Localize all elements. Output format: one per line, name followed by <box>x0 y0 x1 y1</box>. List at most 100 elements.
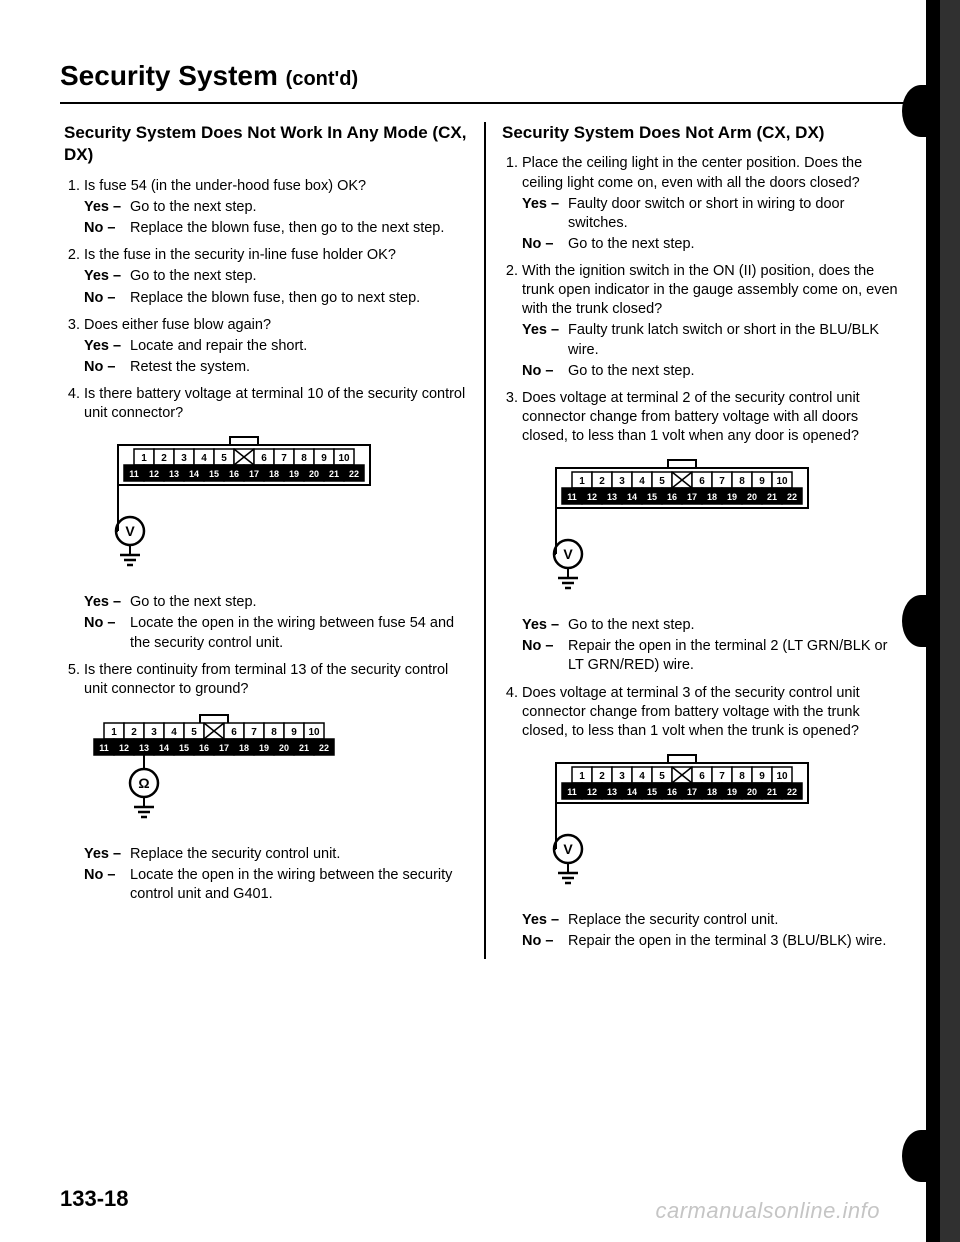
yes-label: Yes – <box>84 593 130 612</box>
svg-text:9: 9 <box>759 476 765 487</box>
step: Does voltage at terminal 3 of the securi… <box>522 684 906 952</box>
title-contd: (cont'd) <box>286 68 359 90</box>
svg-text:14: 14 <box>189 469 199 479</box>
no-label: No – <box>522 932 568 951</box>
svg-text:22: 22 <box>787 787 797 797</box>
svg-text:8: 8 <box>271 727 277 738</box>
svg-text:12: 12 <box>149 469 159 479</box>
right-column: Security System Does Not Arm (CX, DX) Pl… <box>486 122 910 959</box>
svg-text:5: 5 <box>221 453 227 464</box>
no-text: Repair the open in the terminal 2 (LT GR… <box>568 637 906 675</box>
no-text: Replace the blown fuse, then go to the n… <box>130 219 468 238</box>
svg-text:16: 16 <box>667 492 677 502</box>
step-question: Place the ceiling light in the center po… <box>522 155 862 190</box>
svg-text:4: 4 <box>201 453 207 464</box>
svg-text:V: V <box>125 523 135 539</box>
step-question: With the ignition switch in the ON (II) … <box>522 263 898 317</box>
svg-text:18: 18 <box>707 787 717 797</box>
yes-text: Replace the security control unit. <box>130 845 468 864</box>
yes-text: Locate and repair the short. <box>130 337 468 356</box>
title-main: Security System <box>60 60 278 91</box>
svg-text:5: 5 <box>191 727 197 738</box>
svg-text:12: 12 <box>587 787 597 797</box>
no-text: Repair the open in the terminal 3 (BLU/B… <box>568 932 906 951</box>
svg-text:9: 9 <box>759 771 765 782</box>
step: Does either fuse blow again? Yes –Locate… <box>84 316 468 377</box>
svg-text:9: 9 <box>291 727 297 738</box>
no-label: No – <box>522 235 568 254</box>
svg-text:5: 5 <box>659 476 665 487</box>
svg-text:6: 6 <box>261 453 267 464</box>
yes-text: Replace the security control unit. <box>568 911 906 930</box>
svg-text:1: 1 <box>141 453 147 464</box>
svg-text:17: 17 <box>249 469 259 479</box>
svg-text:18: 18 <box>707 492 717 502</box>
svg-text:17: 17 <box>219 743 229 753</box>
no-text: Replace the blown fuse, then go to next … <box>130 289 468 308</box>
yes-label: Yes – <box>84 337 130 356</box>
right-heading: Security System Does Not Arm (CX, DX) <box>502 122 906 144</box>
svg-text:20: 20 <box>747 787 757 797</box>
step: With the ignition switch in the ON (II) … <box>522 262 906 381</box>
svg-text:20: 20 <box>309 469 319 479</box>
step-question: Does voltage at terminal 3 of the securi… <box>522 685 860 739</box>
svg-text:22: 22 <box>349 469 359 479</box>
svg-text:16: 16 <box>199 743 209 753</box>
svg-text:11: 11 <box>129 469 139 479</box>
step: Place the ceiling light in the center po… <box>522 154 906 254</box>
svg-text:2: 2 <box>599 771 605 782</box>
no-label: No – <box>84 358 130 377</box>
svg-text:12: 12 <box>587 492 597 502</box>
svg-text:11: 11 <box>567 492 577 502</box>
title-rule <box>60 102 910 104</box>
svg-text:3: 3 <box>181 453 187 464</box>
binding-bulge <box>902 1130 940 1182</box>
svg-text:7: 7 <box>719 771 725 782</box>
svg-text:8: 8 <box>739 771 745 782</box>
watermark: carmanualsonline.info <box>655 1198 880 1224</box>
svg-text:3: 3 <box>151 727 157 738</box>
svg-text:1: 1 <box>111 727 117 738</box>
svg-text:17: 17 <box>687 787 697 797</box>
svg-text:13: 13 <box>139 743 149 753</box>
no-label: No – <box>84 614 130 633</box>
svg-text:17: 17 <box>687 492 697 502</box>
yes-label: Yes – <box>522 911 568 930</box>
svg-text:18: 18 <box>269 469 279 479</box>
no-text: Retest the system. <box>130 358 468 377</box>
svg-text:12: 12 <box>119 743 129 753</box>
svg-text:2: 2 <box>599 476 605 487</box>
step: Is there battery voltage at terminal 10 … <box>84 385 468 653</box>
svg-text:3: 3 <box>619 771 625 782</box>
svg-text:13: 13 <box>169 469 179 479</box>
yes-label: Yes – <box>84 267 130 286</box>
svg-text:1: 1 <box>579 476 585 487</box>
svg-text:7: 7 <box>281 453 287 464</box>
svg-text:6: 6 <box>699 771 705 782</box>
svg-text:4: 4 <box>639 476 645 487</box>
svg-text:10: 10 <box>776 476 788 487</box>
no-label: No – <box>84 219 130 238</box>
svg-text:5: 5 <box>659 771 665 782</box>
svg-text:20: 20 <box>747 492 757 502</box>
left-column: Security System Does Not Work In Any Mod… <box>60 122 486 959</box>
svg-text:14: 14 <box>627 787 637 797</box>
svg-text:11: 11 <box>567 787 577 797</box>
step: Does voltage at terminal 2 of the securi… <box>522 389 906 676</box>
yes-no-block: Yes –Go to the next step. No –Replace th… <box>84 198 468 238</box>
step: Is the fuse in the security in-line fuse… <box>84 246 468 307</box>
yes-label: Yes – <box>522 616 568 635</box>
step-question: Is fuse 54 (in the under-hood fuse box) … <box>84 178 366 194</box>
svg-text:15: 15 <box>647 492 657 502</box>
no-label: No – <box>522 362 568 381</box>
yes-text: Go to the next step. <box>568 616 906 635</box>
svg-text:8: 8 <box>301 453 307 464</box>
svg-text:V: V <box>563 841 573 857</box>
svg-text:18: 18 <box>239 743 249 753</box>
yes-label: Yes – <box>84 198 130 217</box>
left-heading: Security System Does Not Work In Any Mod… <box>64 122 468 167</box>
svg-text:19: 19 <box>727 492 737 502</box>
no-label: No – <box>84 289 130 308</box>
no-text: Locate the open in the wiring between th… <box>130 866 468 904</box>
no-text: Go to the next step. <box>568 362 906 381</box>
